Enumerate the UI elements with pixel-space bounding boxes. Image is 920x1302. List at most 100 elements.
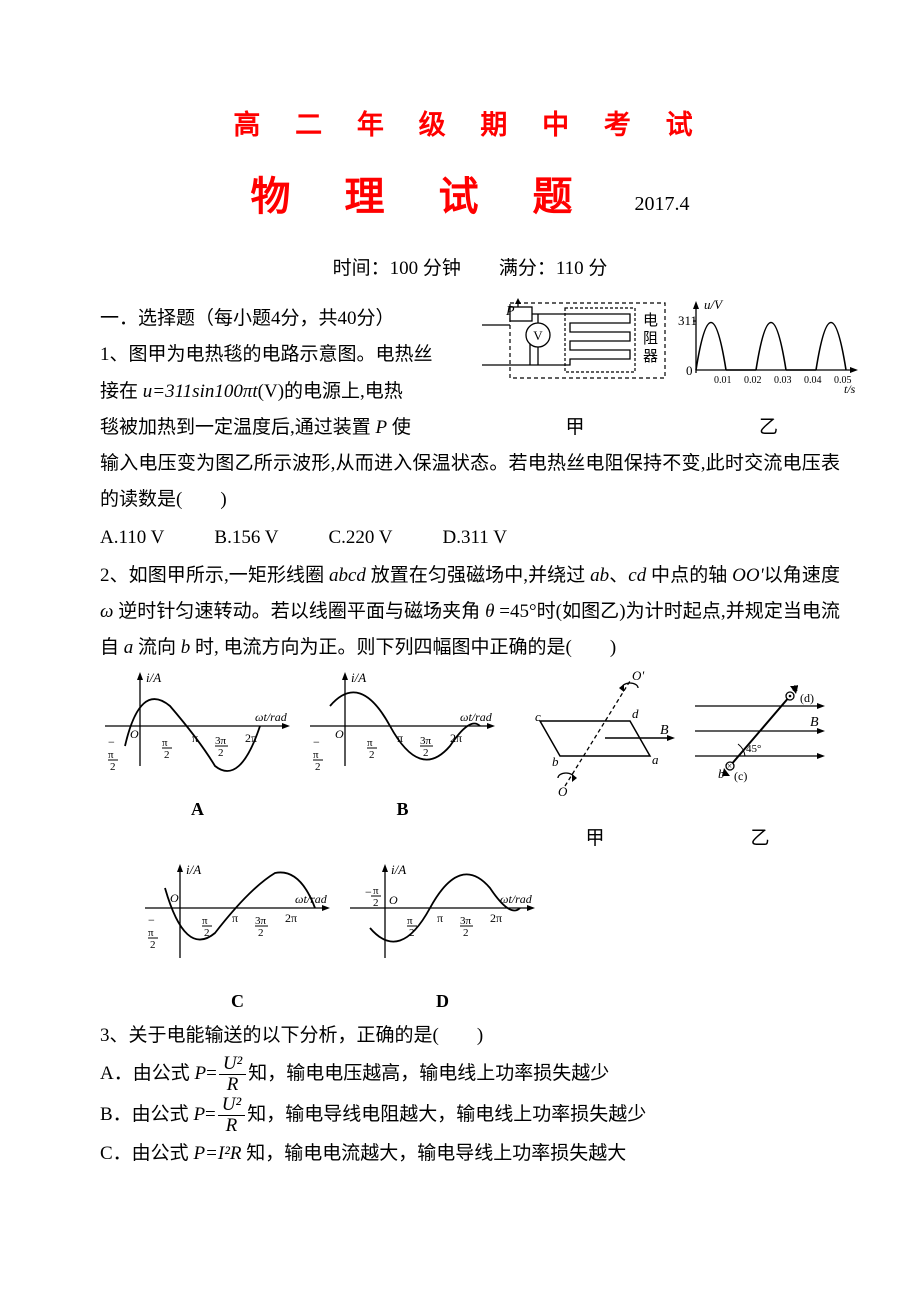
- q3c-f: P=I²R: [193, 1143, 241, 1164]
- q3b-u: U: [222, 1094, 236, 1115]
- pa-negpi2t: π: [108, 749, 114, 761]
- svg-text:2π: 2π: [490, 911, 502, 925]
- exam-meta: 时间：100 分钟 满分：110 分: [100, 251, 840, 287]
- svg-text:3π: 3π: [460, 915, 472, 927]
- q2-dot: 、: [609, 565, 628, 586]
- svg-text:2: 2: [369, 749, 375, 761]
- q1-line2: 接在 u=311sin100πt(V)的电源上,电热: [100, 374, 470, 410]
- coil-B: B: [660, 723, 669, 738]
- pa-xlabel: ωt/rad: [255, 710, 288, 724]
- q1-l3-p: P: [376, 417, 388, 438]
- svg-text:2: 2: [423, 747, 429, 759]
- svg-text:−: −: [148, 913, 155, 927]
- pb-o: O: [335, 727, 344, 741]
- q1-opt-a: A.110 V: [100, 520, 164, 556]
- pa-o: O: [130, 727, 139, 741]
- label-p: P: [505, 304, 515, 319]
- q1-line4: 输入电压变为图乙所示波形,从而进入保温状态。若电热丝电阻保持不变,此时交流电压表…: [100, 446, 840, 518]
- svg-text:2: 2: [409, 927, 415, 939]
- q2-s3: 中点的轴: [646, 565, 732, 586]
- q3a-frac: U²R: [219, 1054, 246, 1095]
- q2-oo: OO': [732, 565, 764, 586]
- q2-abcd: abcd: [329, 565, 366, 586]
- pa-t4: 2π: [245, 731, 257, 745]
- exam-title-line1: 高 二 年 级 期 中 考 试: [100, 100, 840, 151]
- coil-d: d: [632, 706, 639, 721]
- q1-line1: 1、图甲为电热毯的电路示意图。电热丝: [100, 337, 470, 373]
- q2-s7: 流向: [133, 637, 181, 658]
- svg-text:π: π: [407, 915, 413, 927]
- pa-t1t: π: [162, 737, 168, 749]
- q3a-r: R: [223, 1075, 243, 1095]
- svg-text:2: 2: [150, 939, 156, 951]
- q2-ab: ab: [590, 565, 609, 586]
- q2-text: 2、如图甲所示,一矩形线圈 abcd 放置在匀强磁场中,并绕过 ab、cd 中点…: [100, 558, 840, 666]
- exam-date: 2017.4: [635, 185, 690, 223]
- q2-s1: 2、如图甲所示,一矩形线圈: [100, 565, 329, 586]
- q2-figure-row-1: i/A ωt/rad O − π 2 π 2 π 3π 2 2π A: [100, 666, 840, 857]
- q3-opt-c: C．由公式 P=I²R 知，输电电流越大，输电导线上功率损失越大: [100, 1136, 840, 1172]
- xt2: 0.02: [744, 375, 762, 386]
- q3-opt-b: B．由公式 P=U²R知，输电导线电阻越大，输电线上功率损失越少: [100, 1095, 840, 1136]
- pa-t3b: 2: [218, 747, 224, 759]
- svg-text:π: π: [397, 731, 403, 745]
- q2-b: b: [181, 637, 191, 658]
- svg-text:3π: 3π: [255, 915, 267, 927]
- pa-t3t: 3π: [215, 735, 227, 747]
- q2-plot-a: i/A ωt/rad O − π 2 π 2 π 3π 2 2π A: [100, 666, 295, 826]
- q2-coil-caption: 甲: [510, 821, 680, 857]
- q2-side-figure: B × b (c) a (d) 45° 乙: [690, 666, 830, 857]
- svg-text:π: π: [437, 911, 443, 925]
- q2-label-b: B: [305, 792, 500, 826]
- q2-plot-c: i/A ωt/rad O −π2 π2 π 3π2 2π C: [140, 858, 335, 1018]
- q1-l3-post: 使: [387, 417, 411, 438]
- q3a-p: P: [194, 1063, 206, 1084]
- xt4: 0.04: [804, 375, 822, 386]
- q2-s5: 逆时针匀速转动。若以线圈平面与磁场夹角: [113, 601, 485, 622]
- coil-op: O': [632, 668, 644, 683]
- svg-text:π: π: [202, 915, 208, 927]
- svg-text:2: 2: [258, 927, 264, 939]
- q2-coil-figure: c d a b O' O B 甲: [510, 666, 680, 857]
- q2-figure-row-2: i/A ωt/rad O −π2 π2 π 3π2 2π C i/A ωt/ra…: [140, 858, 840, 1018]
- resistor-label-1: 电: [643, 312, 658, 329]
- voltmeter-label: V: [533, 328, 543, 343]
- q2-a: a: [124, 637, 134, 658]
- q3-opt-a: A．由公式 P=U²R知，输电电压越高，输电线上功率损失越少: [100, 1054, 840, 1095]
- coil-c: c: [535, 709, 541, 724]
- q3b-r: R: [222, 1116, 242, 1136]
- q3a-eq: =: [206, 1063, 217, 1084]
- q1-opt-d: D.311 V: [443, 520, 507, 556]
- q2-label-d: D: [345, 984, 540, 1018]
- svg-text:π: π: [313, 749, 319, 761]
- q3b-frac: U²R: [218, 1095, 245, 1136]
- svg-text:2: 2: [315, 761, 321, 773]
- pc-o: O: [170, 891, 179, 905]
- svg-text:2: 2: [204, 927, 210, 939]
- wave-zero: 0: [686, 363, 693, 378]
- title-row: 物 理 试 题 2017.4: [100, 159, 840, 235]
- q2-plot-b: i/A ωt/rad O − π2 π2 π 3π2 2π B: [305, 666, 500, 826]
- pc-ylabel: i/A: [186, 862, 201, 877]
- pa-ylabel: i/A: [146, 670, 161, 685]
- pb-xlabel: ωt/rad: [460, 710, 493, 724]
- q3c-post: 知，输电电流越大，输电导线上功率损失越大: [242, 1143, 627, 1164]
- q2-cd: cd: [628, 565, 646, 586]
- q2-s4: 以角速度: [764, 565, 840, 586]
- coil-o: O: [558, 784, 568, 799]
- q1-wave-figure: u/V 311 0 0.01 0.02 0.03 0.04 0.05: [676, 295, 861, 446]
- q1-circuit-caption: 甲: [480, 410, 670, 446]
- q3-stem: 3、关于电能输送的以下分析，正确的是( ): [100, 1018, 840, 1054]
- pb-ylabel: i/A: [351, 670, 366, 685]
- q1-line3: 毯被加热到一定温度后,通过装置 P 使: [100, 410, 470, 446]
- side-B: B: [810, 715, 819, 730]
- side-ang: 45°: [746, 743, 761, 755]
- svg-text:2π: 2π: [285, 911, 297, 925]
- svg-text:−: −: [365, 885, 372, 899]
- q1-opt-b: B.156 V: [214, 520, 278, 556]
- q2-label-c: C: [140, 984, 335, 1018]
- q1-opt-c: C.220 V: [328, 520, 392, 556]
- q2-side-caption: 乙: [690, 821, 830, 857]
- q2-omega: ω: [100, 601, 113, 622]
- pd-ylabel: i/A: [391, 862, 406, 877]
